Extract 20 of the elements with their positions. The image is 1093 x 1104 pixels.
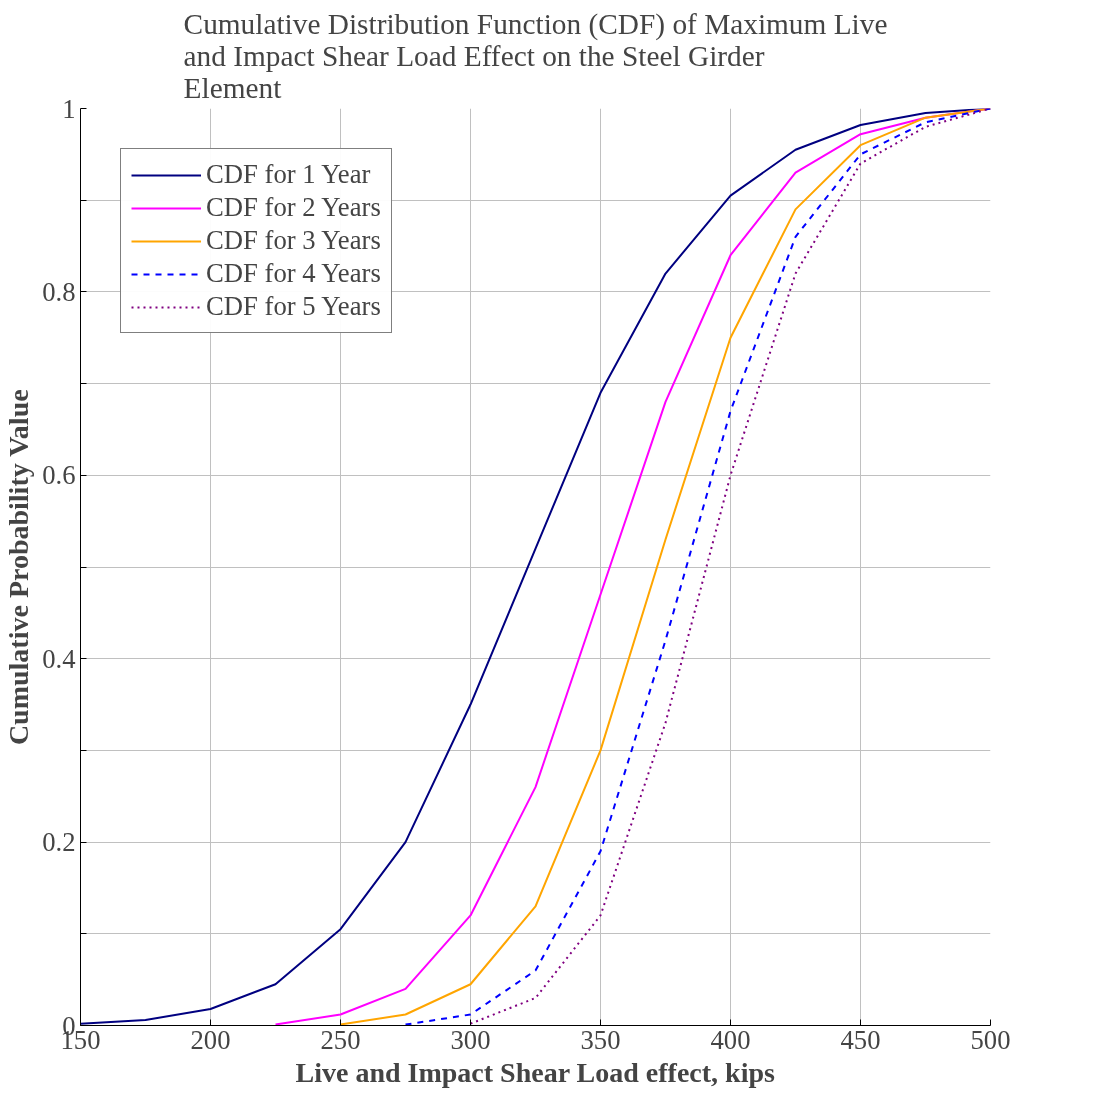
x-tick-label: 300 [450,1024,491,1055]
legend-label: CDF for 4 Years [206,258,381,289]
legend-label: CDF for 2 Years [206,192,381,223]
x-tick-label: 350 [580,1024,621,1055]
y-tick-label: 1 [62,93,76,124]
y-axis-title: Cumulative Probability Value [3,389,35,746]
y-tick-label: 0.8 [42,276,76,307]
x-tick-label: 250 [320,1024,361,1055]
chart-title: Cumulative Distribution Function (CDF) of Maximum Live and Impact Shear Load Effect on the Steel Girder Element [183,7,888,104]
y-tick-label: 0.4 [42,643,76,674]
x-tick-label: 450 [840,1024,881,1055]
legend-label: CDF for 1 Year [206,159,371,190]
legend-label: CDF for 3 Years [206,225,381,256]
x-tick-label: 500 [970,1024,1011,1055]
x-axis-title: Live and Impact Shear Load effect, kips [295,1056,776,1088]
x-tick-label: 400 [710,1024,751,1055]
legend-label: CDF for 5 Years [206,291,381,322]
y-tick-label: 0.2 [42,827,76,858]
y-tick-label: 0.6 [42,460,76,491]
x-tick-label: 200 [190,1024,231,1055]
